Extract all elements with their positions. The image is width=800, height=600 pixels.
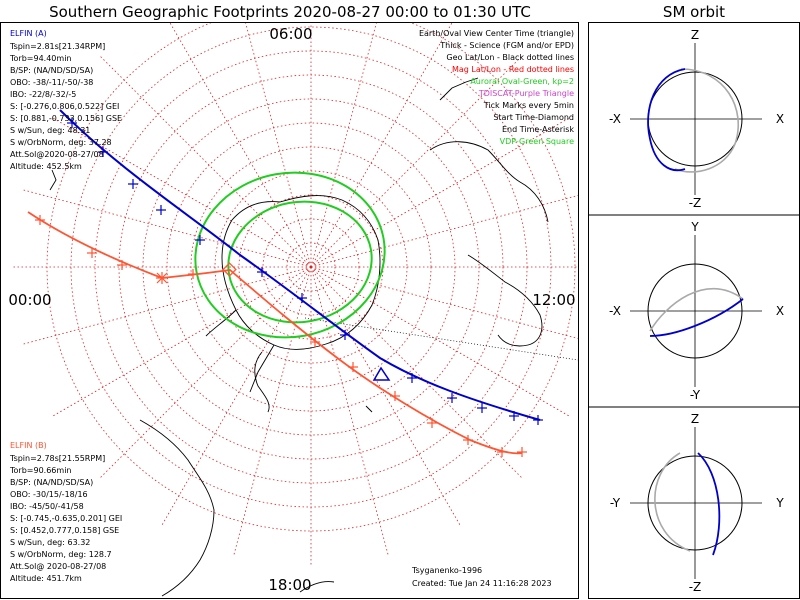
elfin-b-info-line: S: [-0.745,-0.635,0.201] GEI [10, 514, 122, 523]
mag-grid-radial [21, 266, 312, 346]
sm-axis-label-bottom: -Y [690, 388, 701, 402]
legend-item: Earth/Oval View Center Time (triangle) [419, 29, 574, 38]
elfin-b-info-line: Altitude: 451.7km [10, 574, 82, 583]
sm-axis-label-right: X [776, 112, 784, 126]
elfin-a-info-line: OBO: -38/-11/-50/-38 [10, 78, 93, 87]
elfin-b-start-diamond [222, 262, 237, 277]
mag-grid-radial [310, 266, 390, 557]
legend-item: Thick - Science (FGM and/or EPD) [439, 41, 574, 50]
mag-grid-radial [310, 23, 377, 268]
elfin-a-center-triangle [372, 366, 391, 381]
elfin-b-info-line: Tspin=2.78s[21.55RPM] [9, 454, 105, 463]
legend-item: End Time-Asterisk [502, 125, 574, 134]
sm-orbit-elfin-a [649, 298, 744, 337]
elfin-b-info-line: Att.Sol@ 2020-08-27/08 [10, 562, 106, 571]
sm-panel-2: Y -Y -X X [609, 220, 784, 402]
elfin-a-info-line: B/SP: (NA/ND/SD/SA) [10, 66, 93, 75]
sm-earth-circle [647, 263, 743, 359]
geo-grid-line [304, 317, 578, 361]
legend-item: Tick Marks every 5min [483, 101, 574, 110]
elfin-b-info-line: Torb=90.66min [9, 466, 71, 475]
sm-panel-1: Z -Z -X X [609, 28, 784, 210]
elfin-a-header: ELFIN (A) [10, 29, 47, 38]
credit-author: Tsyganenko-1996 [411, 566, 482, 575]
sm-orbit-elfin-b [654, 452, 691, 552]
mag-grid-radial [310, 23, 453, 268]
elfin-b-info: ELFIN (B) Tspin=2.78s[21.55RPM] Torb=90.6… [9, 441, 122, 583]
sm-orbit-panels: Z -Z -X X Y -Y -X X Z -Z -Y Y [609, 28, 784, 594]
elfin-a-track [59, 109, 543, 425]
mag-grid-radial [310, 266, 462, 528]
elfin-b-info-line: S: [0.452,0.777,0.158] GSE [10, 526, 119, 535]
legend-item: Auroral Oval-Green, kp=2 [470, 77, 574, 86]
mag-grid-radial [98, 54, 312, 268]
mag-grid-radial [232, 266, 312, 557]
sm-orbit-elfin-a [697, 452, 721, 556]
legend-item: VDP-Green Square [500, 137, 574, 146]
sm-orbit-elfin-a [647, 68, 686, 172]
elfin-a-info-line: S w/Sun, deg: 48.31 [10, 126, 90, 135]
figure-title: Southern Geographic Footprints 2020-08-2… [49, 3, 531, 21]
credit-created: Created: Tue Jan 24 11:16:28 2023 [412, 579, 552, 588]
coastlines [49, 77, 549, 597]
map-frame [0, 22, 579, 599]
mag-grid-radial [310, 195, 578, 268]
sm-orbit-elfin-b [649, 287, 744, 332]
sm-axis-label-left: -X [609, 112, 621, 126]
polar-map: 06:00 00:00 12:00 18:00 [8, 23, 578, 597]
map-legend: Earth/Oval View Center Time (triangle) Th… [419, 29, 574, 146]
elfin-a-info-line: S w/OrbNorm, deg: 37.28 [10, 138, 112, 147]
sm-axis-label-right: X [776, 304, 784, 318]
elfin-a-info-line: S: [-0.276,0.806,0.522] GEI [10, 102, 119, 111]
elfin-a-info-line: IBO: -22/8/-32/-5 [10, 90, 76, 99]
elfin-a-tick-marks [67, 118, 543, 425]
elfin-b-asterisk [156, 272, 168, 284]
sm-axis-label-left: -X [609, 304, 621, 318]
legend-item: Geo Lat/Lon - Black dotted lines [446, 53, 574, 62]
mag-grid-radial [169, 23, 312, 268]
elfin-a-info: ELFIN (A) Tspin=2.81s[21.34RPM] Torb=94.4… [9, 29, 122, 171]
sm-axis-label-bottom: -Z [689, 580, 702, 594]
auroral-oval [194, 171, 386, 339]
sm-panel-3: Z -Z -Y Y [610, 412, 784, 594]
elfin-b-info-line: IBO: -45/50/-41/58 [10, 502, 84, 511]
mag-grid-radial [160, 266, 312, 528]
elfin-a-info-line: Att.Sol@2020-08-27/08 [10, 150, 104, 159]
elfin-b-info-line: S w/OrbNorm, deg: 128.7 [10, 550, 112, 559]
clock-label-top: 06:00 [269, 25, 312, 43]
elfin-b-header: ELFIN (B) [10, 441, 47, 450]
sm-axis-label-top: Z [691, 28, 699, 42]
elfin-a-info-line: Torb=94.40min [9, 54, 71, 63]
sm-axis-label-top: Z [691, 412, 699, 426]
sm-axis-label-left: -Y [610, 496, 621, 510]
mag-grid-radial [50, 266, 312, 418]
elfin-b-info-line: B/SP: (NA/ND/SD/SA) [10, 478, 93, 487]
mag-grid-radial [310, 54, 524, 268]
sm-orbit-elfin-b [674, 68, 740, 173]
elfin-a-info-line: Altitude: 452.5km [10, 162, 82, 171]
sm-earth-circle [647, 455, 743, 551]
mag-grid-radial [310, 266, 572, 418]
mag-grid-radial [21, 188, 312, 268]
elfin-b-info-line: S w/Sun, deg: 63.32 [10, 538, 90, 547]
sm-title: SM orbit [663, 3, 725, 21]
legend-item: Mag Lat/Lon - Red dotted lines [452, 65, 574, 74]
clock-label-bottom: 18:00 [268, 576, 311, 594]
elfin-a-info-line: S: [0.881,-0.733,0.156] GSE [10, 114, 122, 123]
sm-axis-label-bottom: -Z [689, 196, 702, 210]
elfin-b-info-line: OBO: -30/15/-18/16 [10, 490, 88, 499]
elfin-a-info-line: Tspin=2.81s[21.34RPM] [9, 42, 105, 51]
sm-axis-label-top: Y [690, 220, 699, 234]
elfin-b-tick-marks [35, 215, 527, 457]
clock-label-right: 12:00 [532, 291, 575, 309]
mag-grid-radial [98, 266, 312, 480]
elfin-b-track [27, 211, 527, 457]
sm-axis-label-right: Y [775, 496, 784, 510]
legend-item: Start Time-Diamond [493, 113, 574, 122]
legend-item: TDISCAT-Purple Triangle [478, 89, 574, 98]
clock-label-left: 00:00 [8, 291, 51, 309]
